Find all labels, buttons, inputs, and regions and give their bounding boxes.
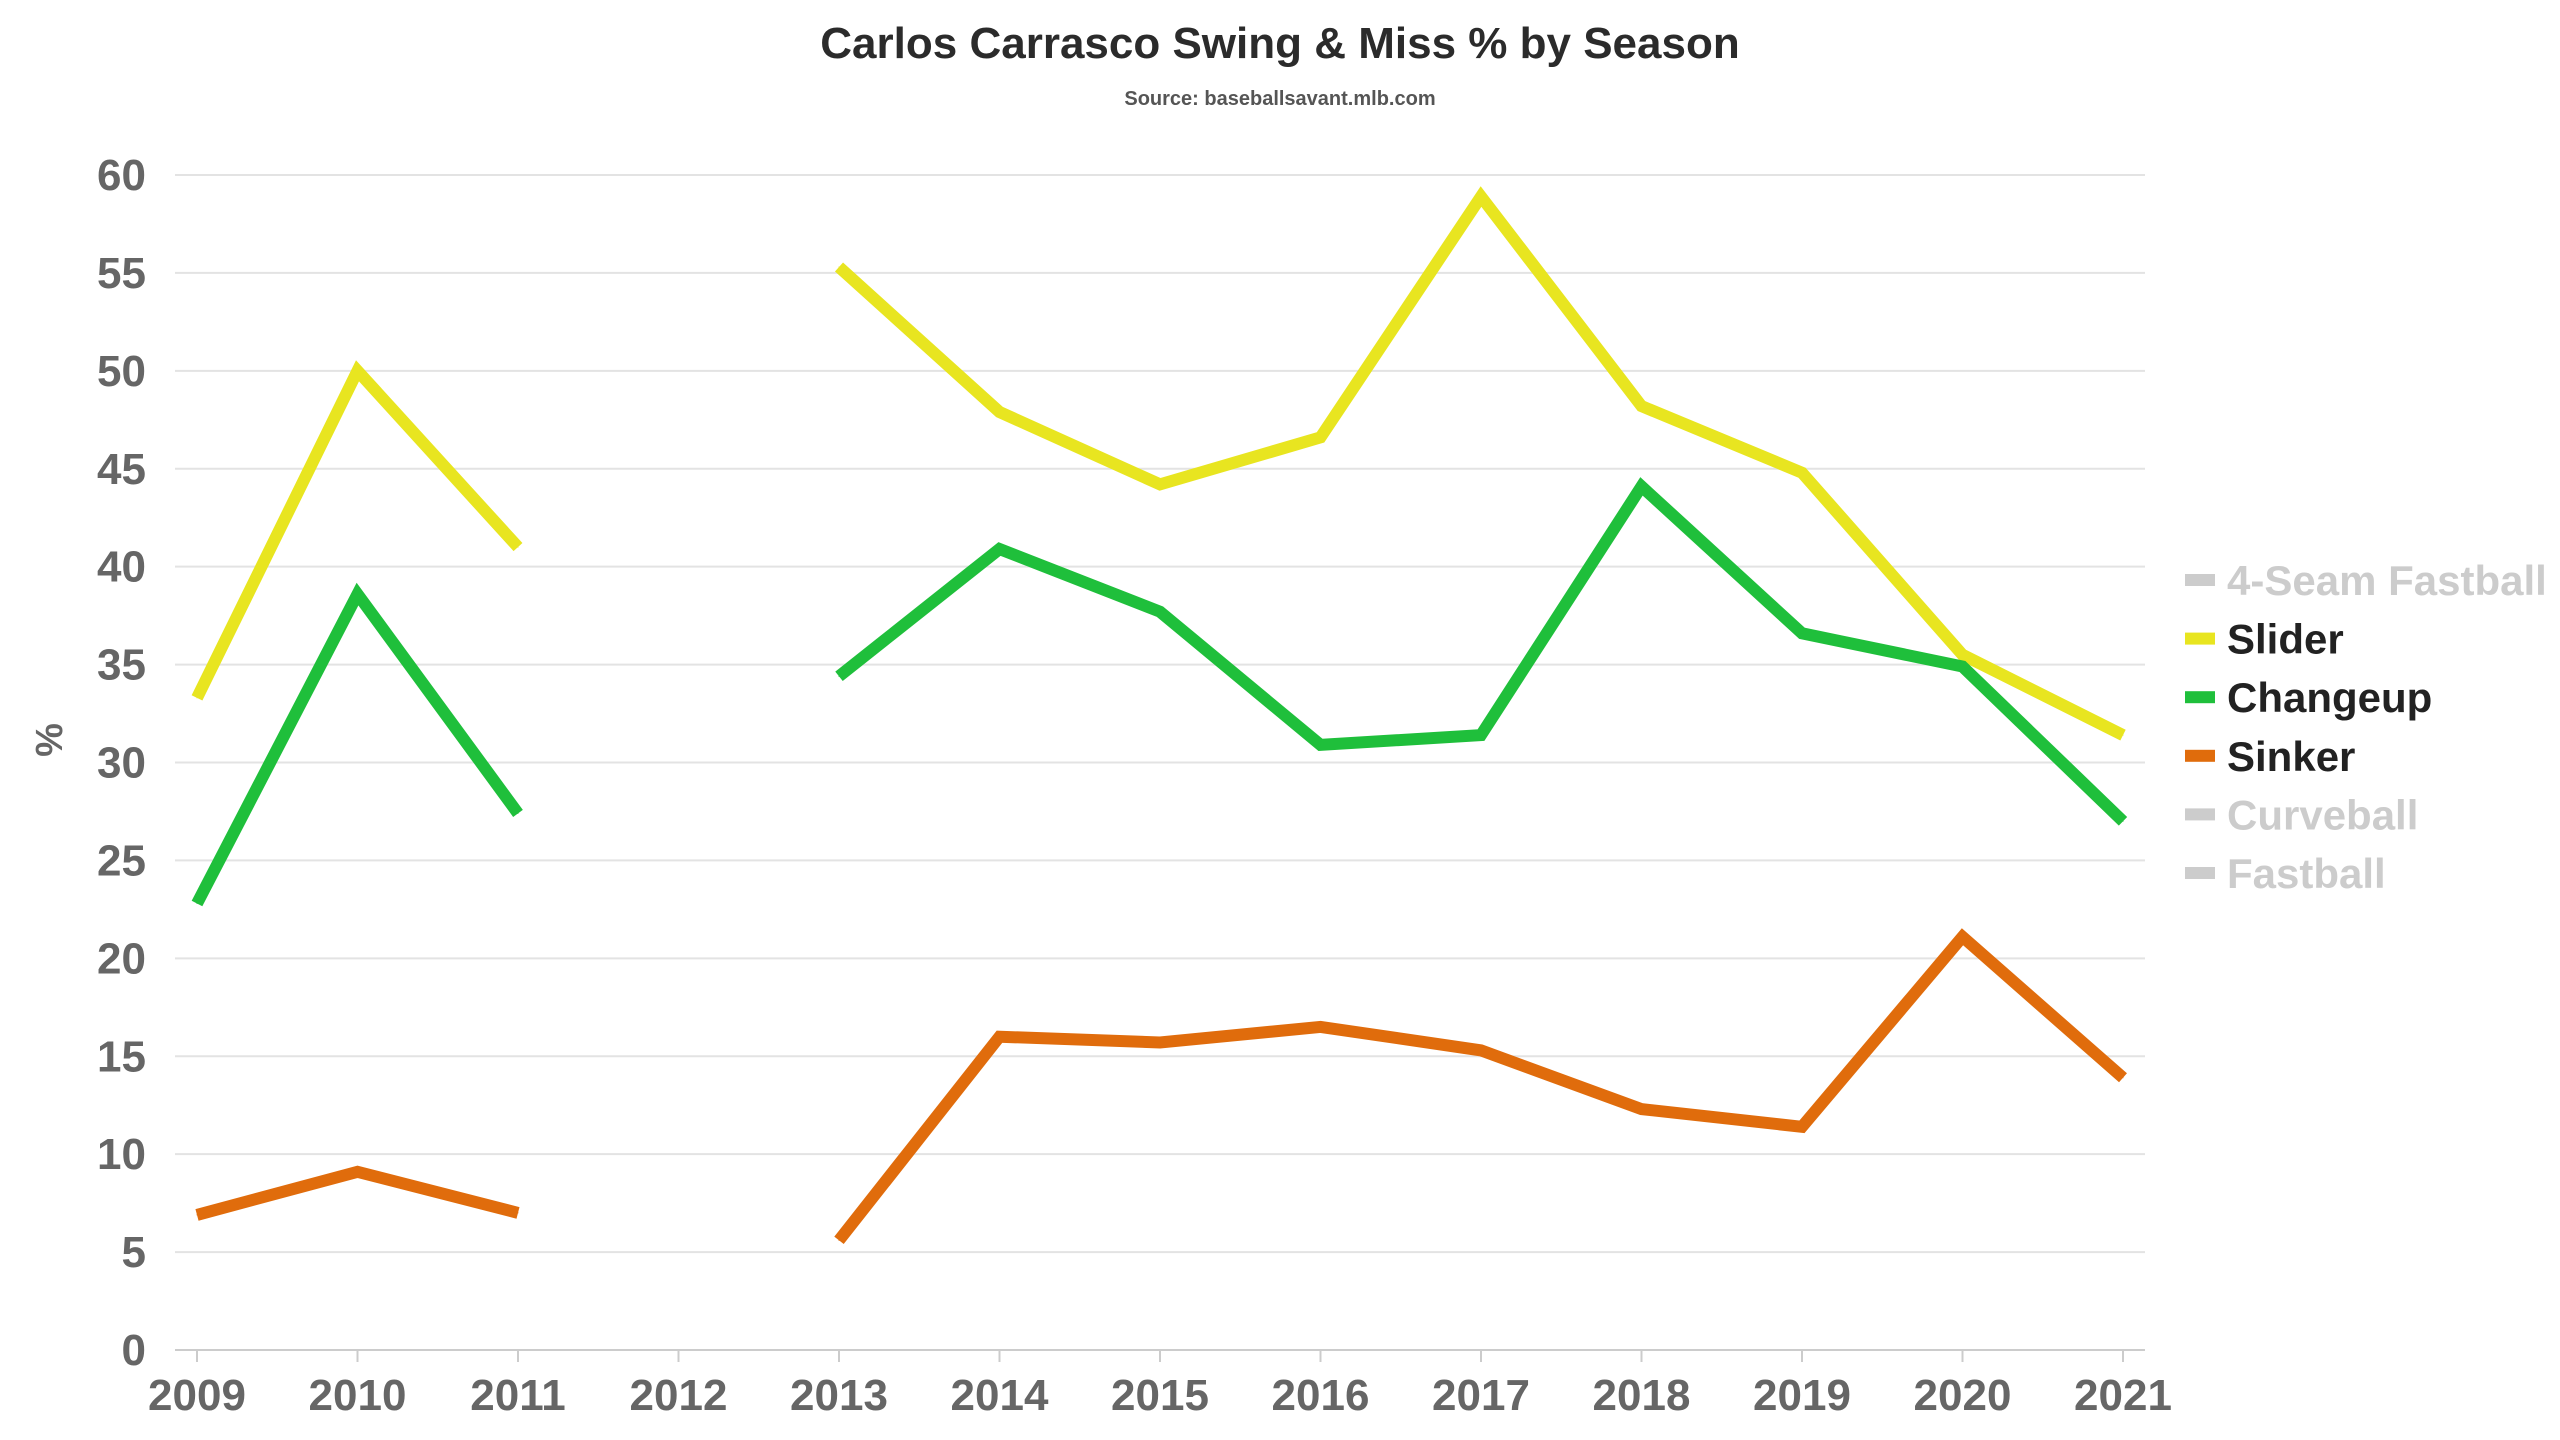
legend-swatch bbox=[2185, 574, 2215, 586]
data-point[interactable] bbox=[517, 546, 519, 548]
y-tick-label: 5 bbox=[122, 1228, 146, 1277]
series-line[interactable] bbox=[195, 1165, 520, 1221]
data-point[interactable] bbox=[1962, 666, 1963, 668]
legend-swatch bbox=[2185, 632, 2215, 645]
x-tick-label: 2014 bbox=[951, 1371, 1049, 1420]
data-point[interactable] bbox=[357, 370, 358, 372]
chart-title: Carlos Carrasco Swing & Miss % by Season bbox=[820, 19, 1739, 68]
y-tick-label: 55 bbox=[97, 249, 146, 298]
data-point[interactable] bbox=[999, 548, 1000, 550]
x-tick-label: 2012 bbox=[630, 1371, 728, 1420]
data-point[interactable] bbox=[1641, 485, 1642, 487]
y-axis-ticks: 0 5 10 15 20 25 30 35 40 45 50 55 60 bbox=[97, 151, 146, 1375]
data-point[interactable] bbox=[1801, 472, 1803, 474]
legend-swatch bbox=[2185, 867, 2215, 879]
x-tick-label: 2020 bbox=[1914, 1371, 2012, 1420]
data-point[interactable] bbox=[1159, 611, 1161, 613]
series-sinker[interactable] bbox=[195, 928, 2127, 1245]
x-axis: 2009 2010 2011 2012 2013 2014 2015 2016 2017 2018… bbox=[148, 1349, 2172, 1420]
data-point[interactable] bbox=[1480, 734, 1482, 736]
data-point[interactable] bbox=[999, 411, 1000, 413]
legend-item[interactable]: Changeup bbox=[2185, 674, 2432, 721]
x-tick-label: 2010 bbox=[309, 1371, 407, 1420]
series-slider[interactable] bbox=[191, 186, 2126, 741]
y-tick-label: 0 bbox=[122, 1326, 146, 1375]
legend-item[interactable]: 4-Seam Fastball bbox=[2185, 557, 2547, 604]
x-tick-label: 2017 bbox=[1432, 1371, 1530, 1420]
data-point[interactable] bbox=[1320, 436, 1321, 438]
data-point[interactable] bbox=[1801, 1126, 1803, 1128]
data-point[interactable] bbox=[1159, 1042, 1161, 1044]
plot-series bbox=[191, 186, 2128, 1245]
data-point[interactable] bbox=[517, 812, 519, 814]
data-point[interactable] bbox=[838, 1239, 840, 1241]
data-point[interactable] bbox=[999, 1036, 1000, 1038]
data-point[interactable] bbox=[517, 1212, 519, 1214]
x-tick-label: 2013 bbox=[790, 1371, 888, 1420]
data-point[interactable] bbox=[357, 593, 358, 595]
legend-label: Slider bbox=[2227, 616, 2344, 663]
y-tick-label: 40 bbox=[97, 543, 146, 592]
legend-item[interactable]: Curveball bbox=[2185, 791, 2418, 838]
data-point[interactable] bbox=[2122, 734, 2124, 736]
legend-item[interactable]: Slider bbox=[2185, 616, 2344, 663]
y-tick-label: 25 bbox=[97, 836, 146, 885]
legend-label: Changeup bbox=[2227, 674, 2432, 721]
legend-swatch bbox=[2185, 691, 2215, 704]
legend-swatch bbox=[2185, 749, 2215, 762]
series-line[interactable] bbox=[834, 928, 2127, 1245]
data-point[interactable] bbox=[1480, 1049, 1482, 1051]
data-point[interactable] bbox=[1962, 654, 1963, 656]
y-tick-label: 35 bbox=[97, 641, 146, 690]
series-line[interactable] bbox=[191, 360, 523, 701]
y-tick-label: 15 bbox=[97, 1032, 146, 1081]
data-point[interactable] bbox=[2122, 820, 2124, 822]
y-tick-label: 20 bbox=[97, 934, 146, 983]
data-point[interactable] bbox=[1962, 936, 1963, 938]
series-line[interactable] bbox=[191, 582, 523, 907]
legend-label: Curveball bbox=[2227, 791, 2418, 838]
legend-label: Sinker bbox=[2227, 733, 2355, 780]
data-point[interactable] bbox=[838, 675, 840, 677]
legend-item[interactable]: Sinker bbox=[2185, 733, 2355, 780]
data-point[interactable] bbox=[1641, 1108, 1642, 1110]
data-point[interactable] bbox=[2122, 1077, 2124, 1079]
x-tick-label: 2009 bbox=[148, 1371, 246, 1420]
data-point[interactable] bbox=[1320, 1026, 1321, 1028]
y-axis-title: % bbox=[29, 723, 71, 757]
data-point[interactable] bbox=[196, 1214, 198, 1216]
data-point[interactable] bbox=[1159, 483, 1161, 485]
x-tick-label: 2015 bbox=[1111, 1371, 1209, 1420]
data-point[interactable] bbox=[838, 266, 840, 268]
series-line[interactable] bbox=[835, 477, 2128, 826]
data-point[interactable] bbox=[1641, 405, 1642, 407]
y-tick-label: 45 bbox=[97, 445, 146, 494]
y-tick-label: 50 bbox=[97, 347, 146, 396]
legend: 4-Seam Fastball Slider Changeup Sinker Curve… bbox=[2185, 557, 2547, 897]
y-tick-label: 30 bbox=[97, 739, 146, 788]
chart-subtitle: Source: baseballsavant.mlb.com bbox=[1124, 88, 1435, 110]
y-tick-label: 10 bbox=[97, 1130, 146, 1179]
x-tick-label: 2021 bbox=[2074, 1371, 2172, 1420]
legend-label: Fastball bbox=[2227, 850, 2386, 897]
legend-item[interactable]: Fastball bbox=[2185, 850, 2386, 897]
data-point[interactable] bbox=[1480, 196, 1482, 198]
legend-label: 4-Seam Fastball bbox=[2227, 557, 2547, 604]
x-tick-label: 2018 bbox=[1593, 1371, 1691, 1420]
x-tick-label: 2011 bbox=[470, 1371, 565, 1420]
legend-swatch bbox=[2185, 808, 2215, 821]
series-changeup[interactable] bbox=[191, 477, 2128, 907]
data-point[interactable] bbox=[1801, 632, 1803, 634]
data-point[interactable] bbox=[196, 903, 198, 904]
x-tick-label: 2016 bbox=[1272, 1371, 1370, 1420]
data-point[interactable] bbox=[1320, 744, 1321, 746]
data-point[interactable] bbox=[196, 697, 198, 699]
y-tick-label: 60 bbox=[97, 151, 146, 200]
x-tick-label: 2019 bbox=[1753, 1371, 1851, 1420]
data-point[interactable] bbox=[357, 1171, 358, 1173]
gridlines bbox=[175, 174, 2145, 1254]
